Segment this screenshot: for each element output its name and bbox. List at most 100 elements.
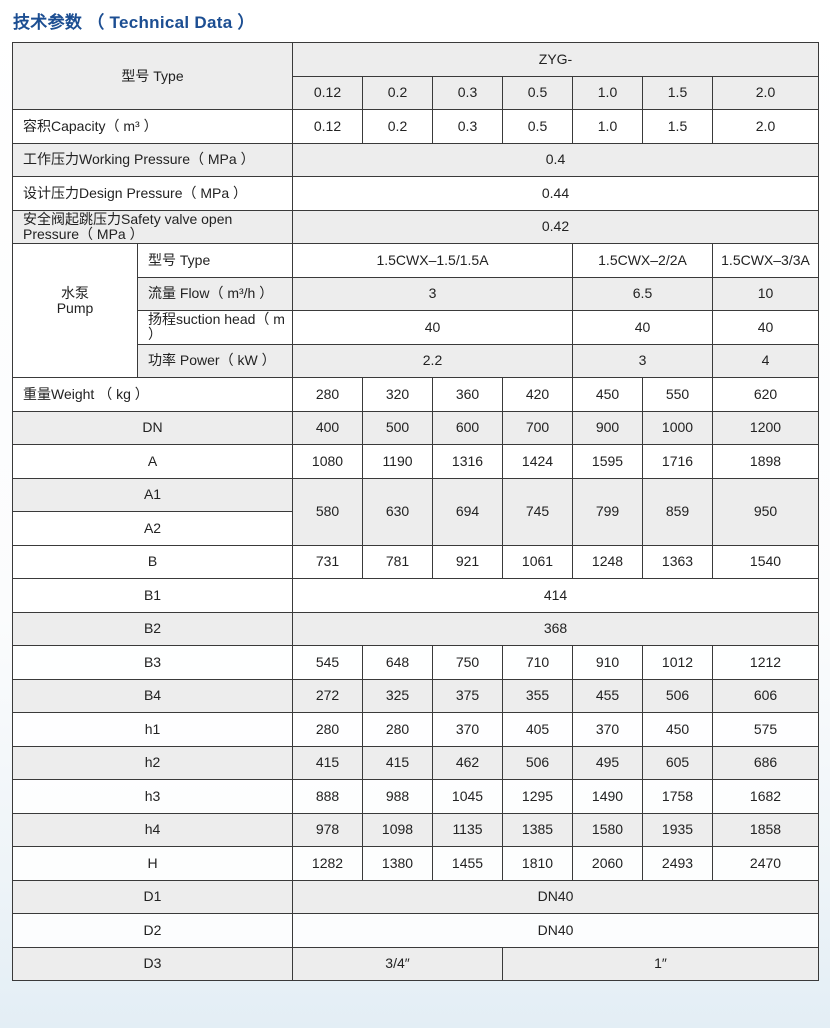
- value-cell: DN40: [292, 879, 819, 914]
- value-cell: 1212: [712, 645, 819, 680]
- value-cell: 630: [362, 477, 433, 546]
- value-cell: 2.0: [712, 109, 819, 144]
- value-cell: 1540: [712, 544, 819, 579]
- row-label: h4: [12, 812, 293, 847]
- value-cell: 745: [502, 477, 573, 546]
- table-row: A1 580 630 694 745 799 859 950: [12, 477, 819, 546]
- model-header-row: 0.12 0.2 0.3 0.5 1.0 1.5 2.0: [13, 75, 819, 110]
- value-cell: 620: [712, 377, 819, 412]
- value-cell: 1.5CWX–3/3A: [712, 243, 819, 278]
- value-cell: 370: [432, 712, 503, 747]
- value-cell: 355: [502, 678, 573, 713]
- value-cell: 6.5: [572, 276, 713, 311]
- value-cell: 1.5CWX–2/2A: [572, 243, 713, 278]
- value-cell: 1898: [712, 444, 819, 479]
- value-cell: DN40: [292, 913, 819, 948]
- row-label: B1: [12, 578, 293, 613]
- value-cell: 1716: [642, 444, 713, 479]
- value-cell: 405: [502, 712, 573, 747]
- header-row: 型号 Type ZYG-: [12, 42, 819, 110]
- value-cell: 400: [292, 410, 363, 445]
- table-row: h3 888 988 1045 1295 1490 1758 1682: [12, 779, 819, 814]
- row-label: h3: [12, 779, 293, 814]
- value-cell: 1012: [642, 645, 713, 680]
- value-cell: 731: [292, 544, 363, 579]
- value-cell: 420: [502, 377, 573, 412]
- value-cell: 1061: [502, 544, 573, 579]
- value-cell: 0.12: [292, 109, 363, 144]
- value-cell: 600: [432, 410, 503, 445]
- value-cell: 545: [292, 645, 363, 680]
- row-label: h1: [12, 712, 293, 747]
- value-cell: 1098: [362, 812, 433, 847]
- row-label: A: [12, 444, 293, 479]
- value-cell: 280: [362, 712, 433, 747]
- row-label: 容积Capacity（ m³ ）: [12, 109, 293, 144]
- table-row: D1 DN40: [12, 879, 819, 914]
- row-label: 安全阀起跳压力Safety valve open Pressure（ MPa ）: [12, 209, 293, 244]
- value-cell: 575: [712, 712, 819, 747]
- value-cell: 781: [362, 544, 433, 579]
- value-cell: 1080: [292, 444, 363, 479]
- table-row: h2 415 415 462 506 495 605 686: [12, 745, 819, 780]
- value-cell: 2493: [642, 846, 713, 881]
- table-row: B 731 781 921 1061 1248 1363 1540: [12, 544, 819, 579]
- table-row: D3 3/4″ 1″: [12, 946, 819, 981]
- model-header-cell: 0.5: [502, 75, 573, 110]
- value-cell: 10: [712, 276, 819, 311]
- value-cell: 40: [292, 310, 573, 345]
- value-cell: 0.2: [362, 109, 433, 144]
- pump-label-en: Pump: [56, 300, 94, 316]
- value-cell: 750: [432, 645, 503, 680]
- pump-row: 水泵 Pump 型号 Type 1.5CWX–1.5/1.5A 1.5CWX–2/2A 1…: [12, 243, 819, 378]
- value-cell: 1580: [572, 812, 643, 847]
- value-cell: 1455: [432, 846, 503, 881]
- value-cell: 360: [432, 377, 503, 412]
- value-cell: 370: [572, 712, 643, 747]
- value-cell: 280: [292, 377, 363, 412]
- table-row: B4 272 325 375 355 455 506 606: [12, 678, 819, 713]
- model-header-cell: 0.2: [362, 75, 433, 110]
- value-cell: 1.5: [642, 109, 713, 144]
- value-cell: 2470: [712, 846, 819, 881]
- value-cell: 1363: [642, 544, 713, 579]
- table-row: B2 368: [12, 611, 819, 646]
- model-header-cell: 1.0: [572, 75, 643, 110]
- row-label: 流量 Flow（ m³/h ）: [137, 276, 293, 311]
- row-label: B2: [12, 611, 293, 646]
- row-label: D2: [12, 913, 293, 948]
- value-cell: 1490: [572, 779, 643, 814]
- value-cell: 455: [572, 678, 643, 713]
- page-title: 技术参数 （ Technical Data ）: [13, 13, 255, 32]
- value-cell: 1200: [712, 410, 819, 445]
- pump-row: 功率 Power（ kW ） 2.2 3 4: [13, 343, 819, 378]
- value-cell: 900: [572, 410, 643, 445]
- value-cell: 0.4: [292, 142, 819, 177]
- table-row: 重量Weight （ kg ） 280 320 360 420 450 550 620: [12, 377, 819, 412]
- value-cell: 1.5CWX–1.5/1.5A: [292, 243, 573, 278]
- value-cell: 280: [292, 712, 363, 747]
- series-header: ZYG-: [292, 42, 819, 77]
- value-cell: 1295: [502, 779, 573, 814]
- pump-label-cn: 水泵: [61, 285, 89, 301]
- value-cell: 988: [362, 779, 433, 814]
- row-label: 功率 Power（ kW ）: [137, 343, 293, 378]
- table-row: h4 978 1098 1135 1385 1580 1935 1858: [12, 812, 819, 847]
- value-cell: 700: [502, 410, 573, 445]
- table-row: 工作压力Working Pressure（ MPa ） 0.4: [12, 142, 819, 177]
- value-cell: 1385: [502, 812, 573, 847]
- value-cell: 1858: [712, 812, 819, 847]
- table-row: A2: [12, 511, 819, 546]
- value-cell: 3: [292, 276, 573, 311]
- value-cell: 0.42: [292, 209, 819, 244]
- value-cell: 272: [292, 678, 363, 713]
- value-cell: 799: [572, 477, 643, 546]
- value-cell: 375: [432, 678, 503, 713]
- value-cell: 686: [712, 745, 819, 780]
- value-cell: 414: [292, 578, 819, 613]
- table-row: DN 400 500 600 700 900 1000 1200: [12, 410, 819, 445]
- value-cell: 1424: [502, 444, 573, 479]
- value-cell: 605: [642, 745, 713, 780]
- value-cell: 1.0: [572, 109, 643, 144]
- value-cell: 0.44: [292, 176, 819, 211]
